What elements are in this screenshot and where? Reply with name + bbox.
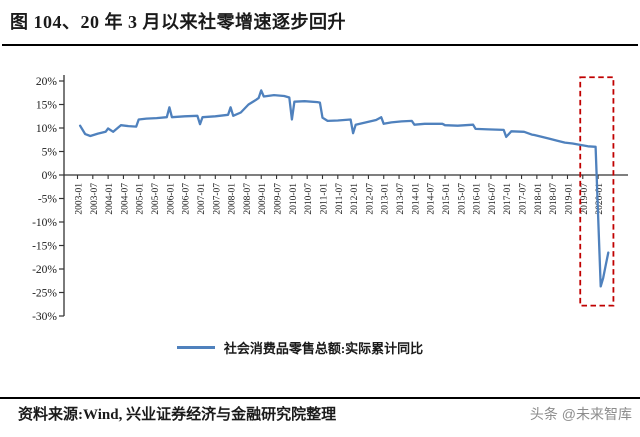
svg-text:2019-07: 2019-07: [580, 183, 590, 215]
svg-text:2015-01: 2015-01: [442, 183, 452, 215]
svg-text:2008-07: 2008-07: [243, 183, 253, 215]
svg-text:2005-01: 2005-01: [136, 183, 146, 215]
svg-text:2008-01: 2008-01: [228, 183, 238, 215]
svg-text:2020-01: 2020-01: [595, 183, 605, 215]
svg-text:2003-07: 2003-07: [90, 183, 100, 215]
svg-text:2009-07: 2009-07: [274, 183, 284, 215]
svg-text:5%: 5%: [42, 147, 58, 159]
svg-text:10%: 10%: [36, 123, 58, 135]
watermark: 头条 @未来智库: [529, 406, 632, 422]
svg-text:2012-07: 2012-07: [365, 183, 375, 215]
svg-text:2016-01: 2016-01: [473, 183, 483, 215]
svg-text:2018-01: 2018-01: [534, 183, 544, 215]
svg-text:2009-01: 2009-01: [258, 183, 268, 215]
svg-text:2011-07: 2011-07: [335, 183, 345, 215]
svg-text:2007-07: 2007-07: [212, 183, 222, 215]
svg-text:2019-01: 2019-01: [564, 183, 574, 215]
svg-text:2013-07: 2013-07: [396, 183, 406, 215]
svg-text:2014-01: 2014-01: [411, 183, 421, 215]
svg-text:-10%: -10%: [32, 217, 57, 229]
figure-title: 图 104、20 年 3 月以来社零增速逐步回升: [10, 12, 346, 32]
title-divider: [2, 44, 638, 46]
footer-divider: [0, 397, 640, 399]
chart-legend: 社会消费品零售总额:实际累计同比: [0, 338, 600, 357]
source-note: 资料来源:Wind, 兴业证券经济与金融研究院整理: [18, 407, 337, 423]
svg-text:2006-01: 2006-01: [166, 183, 176, 215]
svg-text:-5%: -5%: [38, 194, 58, 206]
svg-text:-30%: -30%: [32, 311, 57, 323]
svg-text:2012-01: 2012-01: [350, 183, 360, 215]
svg-text:2006-07: 2006-07: [182, 183, 192, 215]
legend-label: 社会消费品零售总额:实际累计同比: [223, 341, 424, 356]
svg-text:-25%: -25%: [32, 288, 57, 300]
svg-text:20%: 20%: [36, 76, 58, 88]
svg-text:2007-01: 2007-01: [197, 183, 207, 215]
legend-line-swatch: [176, 346, 215, 349]
svg-text:-15%: -15%: [32, 241, 57, 253]
svg-text:2017-07: 2017-07: [519, 183, 529, 215]
svg-text:2010-01: 2010-01: [289, 183, 299, 215]
svg-text:2016-07: 2016-07: [488, 183, 498, 215]
svg-text:2013-01: 2013-01: [381, 183, 391, 215]
svg-text:2015-07: 2015-07: [457, 183, 467, 215]
svg-text:2005-07: 2005-07: [151, 183, 161, 215]
svg-text:2010-07: 2010-07: [304, 183, 314, 215]
svg-text:2014-07: 2014-07: [427, 183, 437, 215]
svg-text:2018-07: 2018-07: [549, 183, 559, 215]
svg-text:15%: 15%: [36, 100, 58, 112]
svg-text:2004-07: 2004-07: [120, 183, 130, 215]
svg-text:2017-01: 2017-01: [503, 183, 513, 215]
svg-text:2003-01: 2003-01: [75, 183, 85, 215]
svg-text:0%: 0%: [42, 170, 58, 182]
svg-text:2004-01: 2004-01: [105, 183, 115, 215]
retail-growth-line-chart: 20% 15% 10% 5% 0% -5% -10% -15% -20% -25% -30% 2003…: [32, 75, 628, 323]
svg-text:-20%: -20%: [32, 264, 57, 276]
svg-text:2011-01: 2011-01: [319, 183, 329, 215]
